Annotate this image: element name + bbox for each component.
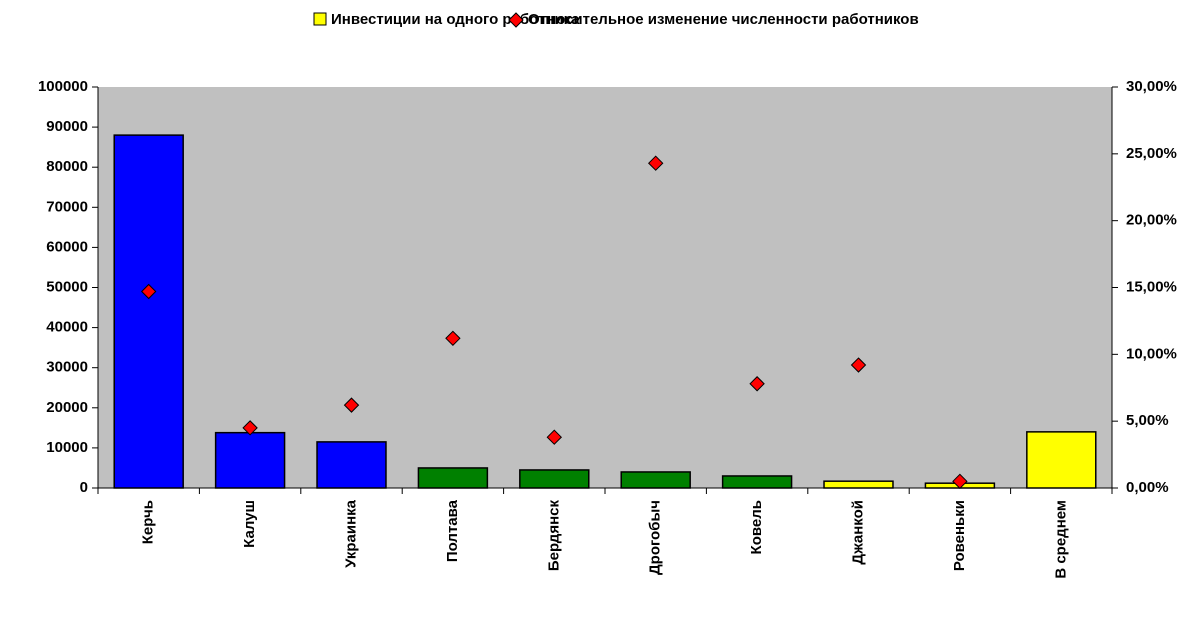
x-tick-label: Ровеньки — [951, 500, 968, 571]
marker — [343, 397, 360, 413]
marker — [445, 330, 461, 347]
y2-tick-label: 15,00% — [1126, 278, 1177, 295]
marker — [647, 155, 664, 171]
marker — [850, 357, 867, 373]
y-tick-label: 30000 — [46, 359, 88, 376]
y-tick-label: 90000 — [46, 118, 88, 135]
bar — [214, 431, 286, 489]
y-tick-label: 80000 — [46, 158, 88, 175]
x-tick-label: Калуш — [241, 500, 258, 548]
bar — [113, 134, 184, 489]
y-tick-label: 10000 — [46, 439, 88, 456]
bar — [721, 475, 793, 489]
y-tick-label: 60000 — [46, 238, 88, 255]
y-tick-label: 0 — [80, 479, 88, 496]
bar — [519, 469, 590, 489]
x-tick-label: Дрогобыч — [647, 500, 664, 575]
legend-swatch — [313, 12, 327, 26]
plot-area — [98, 87, 1112, 488]
marker — [546, 429, 563, 445]
y2-tick-label: 20,00% — [1126, 212, 1177, 229]
marker — [749, 376, 765, 392]
x-tick-label: Керчь — [140, 500, 157, 544]
marker — [140, 283, 157, 300]
y-tick-label: 40000 — [46, 319, 88, 336]
bar — [417, 467, 489, 489]
y2-tick-label: 10,00% — [1126, 345, 1177, 362]
y-tick-label: 100000 — [38, 78, 88, 95]
bar — [823, 480, 894, 489]
y-tick-label: 70000 — [46, 198, 88, 215]
legend-swatch — [508, 12, 524, 28]
bar — [1026, 431, 1097, 489]
x-tick-label: Джанкой — [849, 500, 866, 565]
y2-tick-label: 5,00% — [1126, 412, 1169, 429]
bar — [620, 471, 691, 489]
x-tick-label: В среднем — [1052, 500, 1069, 579]
bar — [316, 441, 387, 489]
x-tick-label: Полтава — [444, 499, 461, 562]
y-tick-label: 50000 — [46, 278, 88, 295]
x-tick-label: Ковель — [748, 500, 765, 554]
y2-tick-label: 25,00% — [1126, 145, 1177, 162]
y2-tick-label: 0,00% — [1126, 479, 1169, 496]
y-tick-label: 20000 — [46, 399, 88, 416]
x-tick-label: Украинка — [342, 499, 359, 568]
x-tick-label: Бердянск — [545, 500, 562, 572]
y2-tick-label: 30,00% — [1126, 78, 1177, 95]
legend-label: Относительное изменение численности рабо… — [528, 11, 919, 28]
marker — [242, 420, 258, 436]
